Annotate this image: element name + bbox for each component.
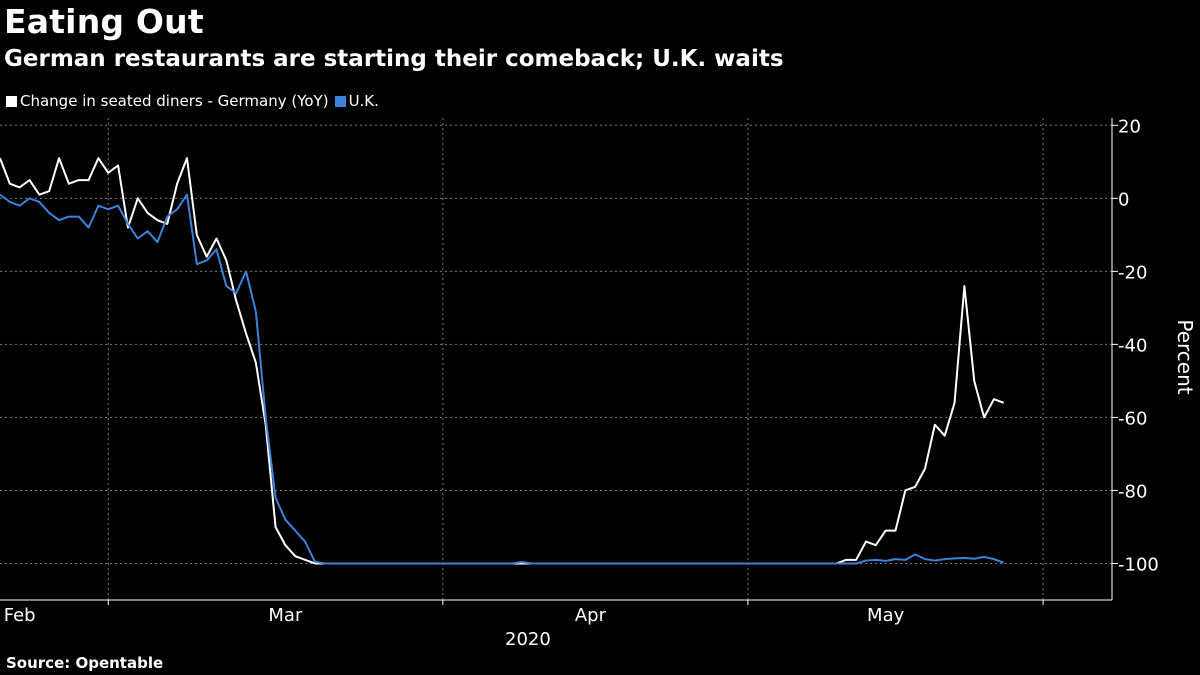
y-tick-label: -40	[1118, 335, 1147, 356]
y-tick-label: -80	[1118, 481, 1147, 502]
x-year-label: 2020	[505, 629, 551, 650]
legend-item-germany: Change in seated diners - Germany (YoY)	[6, 92, 329, 110]
chart-subtitle: German restaurants are starting their co…	[4, 46, 784, 72]
x-tick-label: Mar	[268, 605, 303, 626]
series-line-uk	[0, 193, 1005, 565]
y-tick-label: 20	[1118, 116, 1141, 137]
legend-label-uk: U.K.	[348, 92, 379, 110]
source-note: Source: Opentable	[6, 654, 164, 672]
legend-item-uk: U.K.	[334, 92, 379, 110]
legend-swatch-uk	[334, 95, 346, 107]
y-tick-label: -20	[1118, 262, 1147, 283]
series-line-germany	[0, 157, 1005, 565]
legend-swatch-germany	[6, 95, 17, 107]
x-tick-label: Feb	[4, 605, 36, 626]
legend-label-germany: Change in seated diners - Germany (YoY)	[20, 92, 329, 110]
y-tick-label: -100	[1118, 554, 1159, 575]
x-tick-label: Apr	[575, 605, 607, 626]
y-tick-label: -60	[1118, 408, 1147, 429]
chart-title: Eating Out	[4, 2, 204, 41]
x-tick-label: May	[867, 605, 905, 626]
legend: Change in seated diners - Germany (YoY) …	[6, 92, 379, 110]
y-axis-label: Percent	[1173, 319, 1197, 394]
y-tick-label: 0	[1118, 189, 1129, 210]
